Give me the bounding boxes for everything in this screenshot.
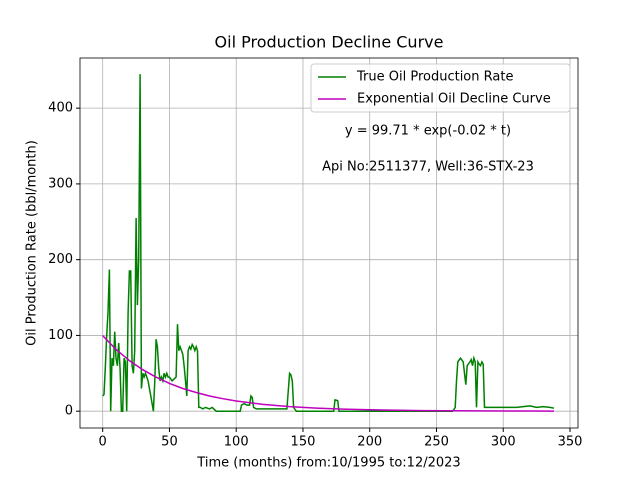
legend-box (310, 63, 571, 113)
legend-label: Exponential Oil Decline Curve (357, 92, 551, 107)
x-tick-label: 300 (491, 435, 516, 450)
y-tick-label: 300 (48, 176, 73, 191)
x-tick-label: 200 (357, 435, 382, 450)
x-tick-label: 0 (99, 435, 107, 450)
x-tick-label: 100 (224, 435, 249, 450)
y-tick-label: 200 (48, 252, 73, 267)
x-tick-label: 150 (291, 435, 316, 450)
series-line (102, 74, 555, 412)
x-axis-label: Time (months) from:10/1995 to:12/2023 (196, 456, 460, 471)
annotation: y = 99.71 * exp(-0.02 * t) (345, 124, 511, 139)
x-tick-label: 350 (558, 435, 583, 450)
y-axis-label: Oil Production Rate (bbl/month) (25, 140, 40, 346)
y-tick-label: 400 (48, 101, 73, 116)
chart-title: Oil Production Decline Curve (215, 33, 444, 52)
y-tick-label: 100 (48, 328, 73, 343)
series-line (102, 335, 555, 412)
y-tick-label: 0 (65, 404, 73, 419)
annotation: Api No:2511377, Well:36-STX-23 (322, 160, 534, 175)
x-tick-label: 50 (161, 435, 178, 450)
legend-label: True Oil Production Rate (356, 70, 513, 85)
plot-frame (79, 57, 579, 429)
x-tick-label: 250 (424, 435, 449, 450)
